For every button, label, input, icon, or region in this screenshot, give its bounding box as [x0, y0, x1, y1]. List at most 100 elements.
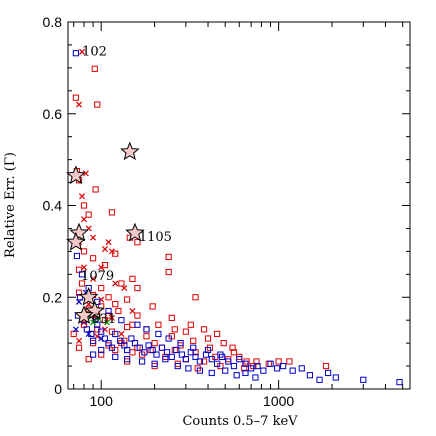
data-point-square	[168, 353, 175, 360]
data-point-x	[82, 170, 89, 177]
y-tick-label: 0.4	[43, 198, 63, 214]
data-point-square	[124, 346, 131, 354]
data-point-square	[192, 353, 199, 360]
annotation-label: 102	[82, 44, 107, 59]
data-point-x	[101, 246, 108, 253]
data-point-square	[265, 360, 272, 367]
data-point-square	[322, 362, 330, 370]
data-point-square	[143, 326, 150, 333]
data-point-square	[143, 326, 150, 333]
data-point-square	[360, 376, 367, 383]
data-point-square	[162, 356, 169, 363]
data-point-square	[267, 360, 274, 367]
data-point-square	[332, 374, 339, 381]
annotation-label: 1105	[139, 230, 172, 245]
data-point-x	[98, 264, 105, 271]
data-point-square	[78, 280, 86, 287]
data-point-square	[163, 349, 171, 356]
data-point-x	[105, 239, 112, 246]
data-point-square	[134, 321, 141, 328]
data-point-x	[80, 264, 88, 271]
y-tick-label: 0.6	[43, 106, 63, 122]
data-point-square	[75, 344, 83, 351]
data-point-square	[124, 323, 131, 331]
star-marker	[125, 222, 145, 242]
data-point-x	[98, 335, 105, 342]
data-point-square	[182, 356, 189, 363]
data-point-square	[112, 301, 119, 308]
data-point-square	[202, 351, 210, 358]
data-point-square	[72, 50, 79, 57]
data-point-x	[76, 101, 83, 108]
data-point-square	[165, 253, 172, 260]
data-point-square	[80, 248, 88, 255]
data-point-square	[151, 360, 158, 367]
data-point-x	[90, 319, 97, 326]
data-point-square	[248, 365, 255, 372]
x-axis-ticks: 100 1000	[73, 22, 404, 409]
data-point-square	[200, 358, 208, 365]
data-point-square	[275, 358, 282, 365]
data-point-square	[80, 202, 88, 209]
data-point-square	[217, 351, 224, 358]
data-point-square	[273, 365, 281, 372]
data-point-x	[90, 275, 97, 282]
data-point-square	[155, 330, 162, 338]
point-annotations: 102 1105 1079 631	[81, 44, 172, 326]
data-point-square	[98, 351, 105, 358]
annotation-label: 631	[91, 312, 116, 327]
data-point-square	[101, 262, 109, 269]
data-point-square	[128, 335, 135, 342]
data-point-square	[171, 326, 178, 333]
data-point-square	[177, 340, 184, 347]
data-point-square	[78, 271, 86, 278]
data-point-x	[104, 319, 111, 326]
data-point-square	[136, 344, 143, 351]
data-point-x	[129, 307, 136, 315]
data-point-square	[89, 337, 97, 344]
data-point-square	[124, 356, 131, 363]
data-point-square	[208, 369, 215, 377]
data-point-square	[108, 344, 116, 351]
data-point-square	[112, 330, 119, 338]
data-point-square	[101, 335, 109, 342]
data-point-square	[171, 346, 178, 354]
plot-frame	[67, 21, 411, 390]
data-point-square	[286, 358, 293, 365]
data-point-square	[101, 317, 109, 324]
data-point-square	[236, 356, 243, 363]
data-point-x	[108, 314, 115, 321]
data-point-square	[118, 280, 125, 287]
data-point-x	[79, 193, 86, 200]
data-point-square	[324, 369, 332, 377]
data-point-square	[89, 351, 97, 358]
annotation-label: 1079	[81, 269, 114, 284]
data-point-square	[178, 351, 186, 358]
data-point-square	[73, 252, 81, 260]
data-point-square	[220, 340, 227, 347]
data-point-square	[75, 289, 83, 296]
data-point-square	[242, 369, 249, 377]
data-point-square	[254, 362, 261, 370]
data-point-square	[252, 374, 259, 381]
data-point-square	[91, 65, 98, 72]
data-point-square	[115, 307, 122, 315]
data-point-square	[131, 340, 139, 347]
data-point-square	[105, 340, 112, 347]
data-point-square	[165, 268, 172, 276]
data-point-square	[105, 307, 112, 315]
x-axis-label: Counts 0.5–7 keV	[182, 414, 298, 429]
data-point-square	[225, 358, 232, 365]
data-point-square	[72, 94, 79, 101]
y-axis-label: Relative Err. (Γ)	[3, 152, 18, 258]
data-point-square	[253, 358, 260, 365]
data-point-square	[153, 351, 160, 358]
data-point-x	[79, 48, 86, 55]
data-point-square	[85, 356, 92, 363]
data-point-square	[155, 321, 162, 328]
data-point-x	[101, 326, 108, 333]
data-point-square	[187, 321, 194, 328]
data-point-x	[76, 298, 83, 305]
data-point-square	[129, 321, 136, 328]
data-point-x	[76, 337, 83, 344]
